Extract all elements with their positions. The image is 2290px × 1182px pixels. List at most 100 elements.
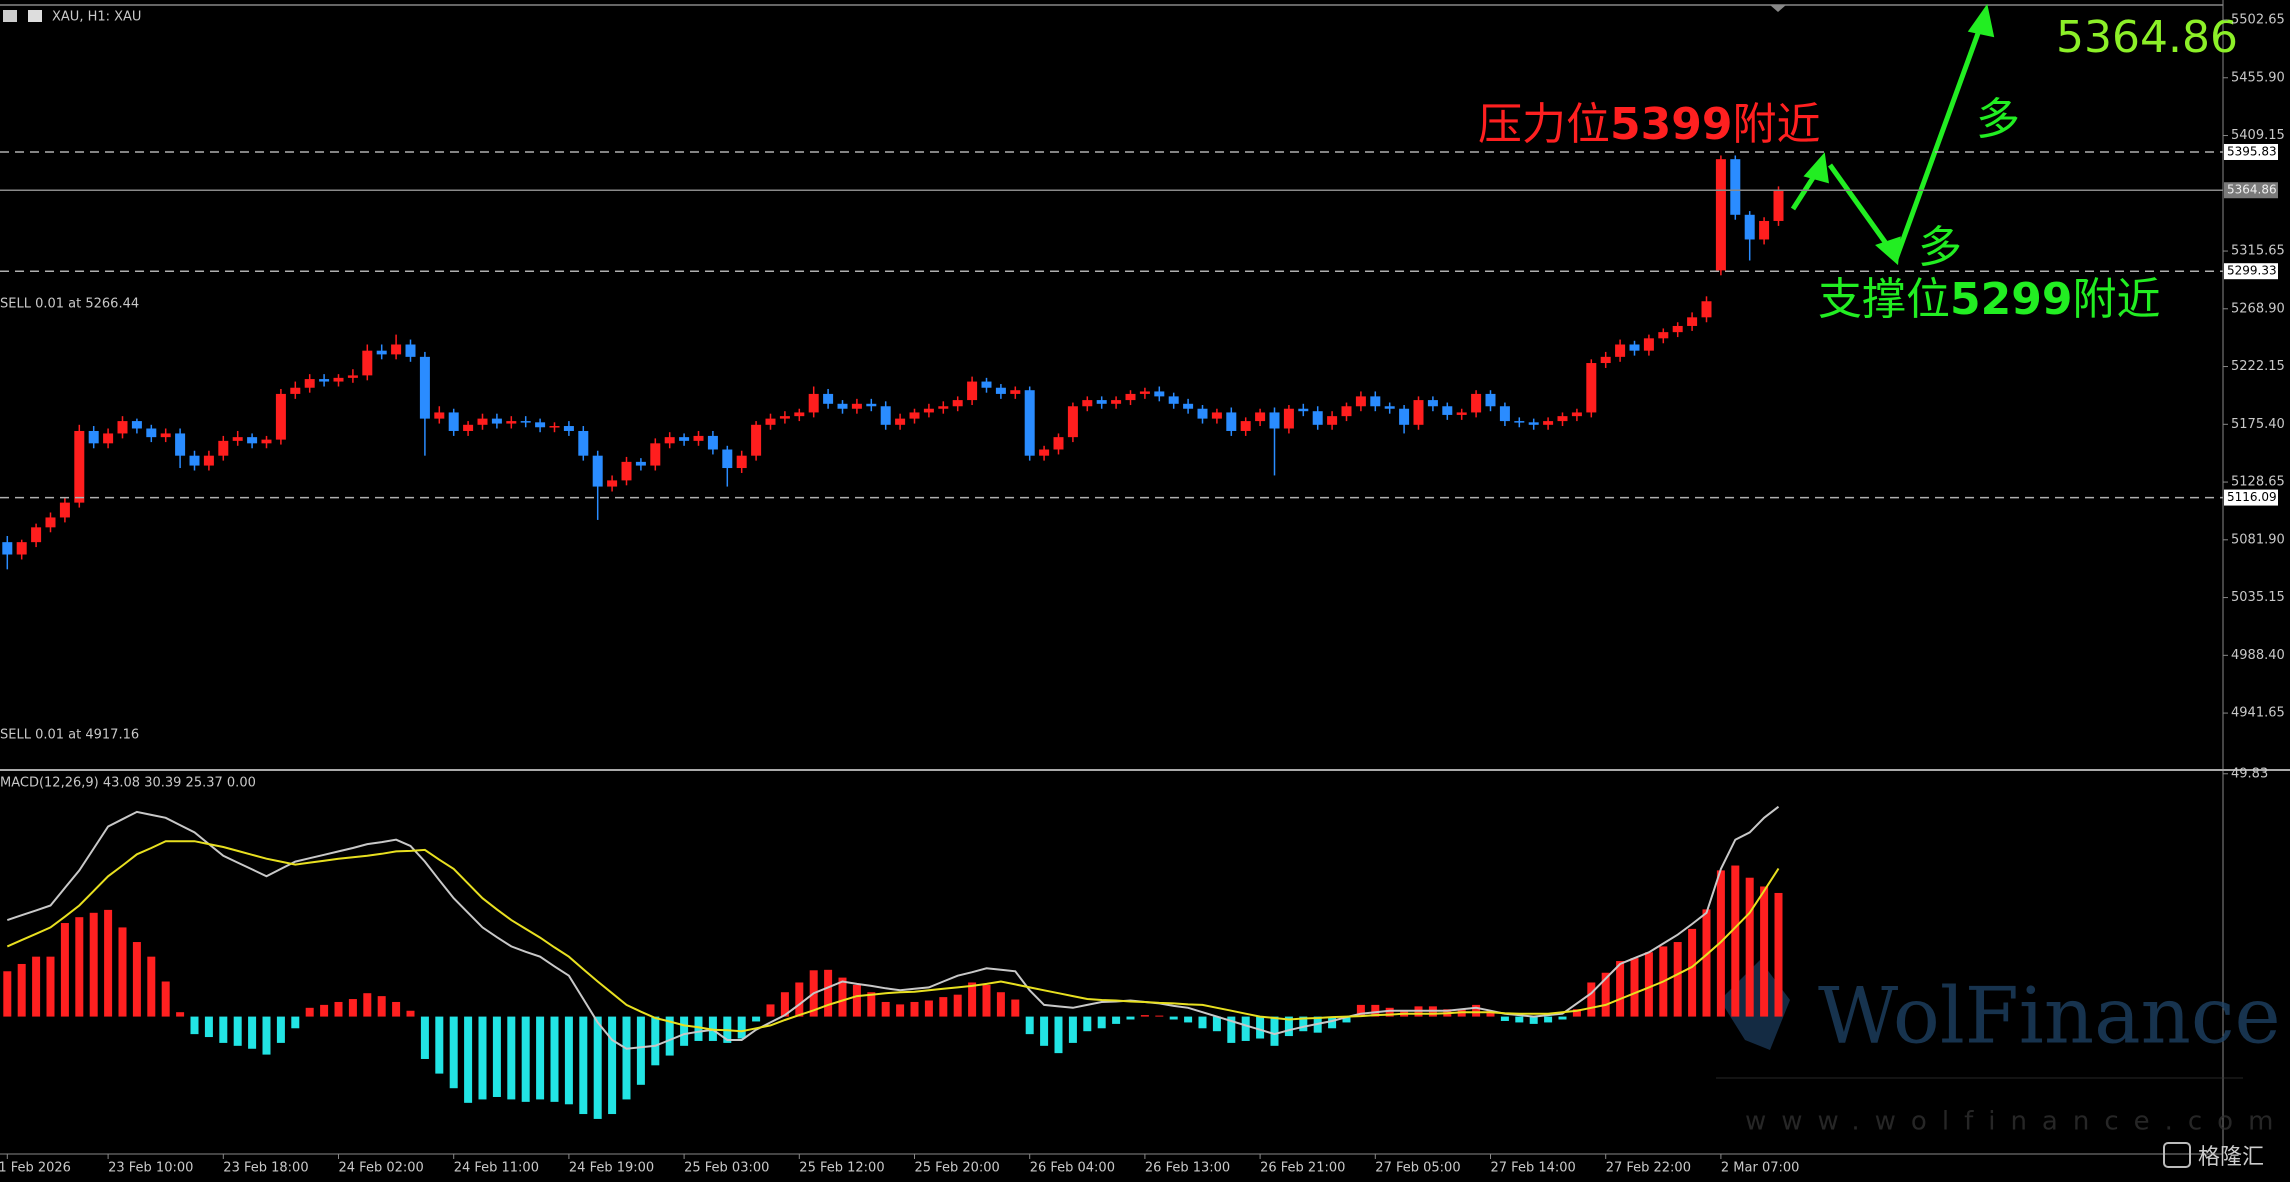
candle-body [131, 421, 142, 429]
candle-body [679, 437, 690, 441]
histogram-bar [1702, 909, 1711, 1017]
candle-body [1456, 412, 1467, 415]
indicator-title: MACD(12,26,9) 43.08 30.39 25.37 0.00 [0, 776, 256, 791]
candle-body [160, 433, 171, 438]
histogram-bar [1212, 1016, 1221, 1032]
histogram-bar [1284, 1016, 1293, 1037]
histogram-bar [608, 1016, 617, 1115]
candle-body [347, 375, 358, 378]
histogram-bar [32, 956, 41, 1017]
level-label: 5299.33 [2227, 264, 2277, 278]
source-label: 格隆汇 [2198, 1145, 2264, 1170]
candle-body [304, 379, 315, 388]
candle-body [1730, 159, 1741, 215]
y-tick-label: 5409.15 [2231, 128, 2285, 143]
candle-body [1341, 406, 1352, 417]
candle-body [1010, 390, 1021, 394]
histogram-bar [348, 999, 357, 1017]
histogram-bar [521, 1016, 530, 1102]
histogram-bar [1630, 958, 1639, 1017]
candle-body [1024, 390, 1035, 456]
candle-body [866, 403, 877, 407]
histogram-bar [536, 1016, 545, 1100]
candle-body [635, 461, 646, 466]
candle-body [1557, 416, 1568, 422]
candle-body [1139, 391, 1150, 394]
candle-body [232, 437, 243, 441]
histogram-bar [492, 1016, 501, 1097]
order-label: SELL 0.01 at 4917.16 [0, 728, 139, 743]
x-tick-label: 27 Feb 05:00 [1375, 1161, 1460, 1176]
histogram-bar [896, 1004, 905, 1017]
histogram-bar [867, 992, 876, 1017]
candle-body [722, 449, 733, 469]
level-box [2224, 489, 2278, 506]
histogram-bar [1256, 1016, 1265, 1039]
histogram-bar [852, 984, 861, 1017]
candle-body [779, 416, 790, 419]
candle-body [578, 430, 589, 456]
y-tick-label: 4988.40 [2231, 648, 2285, 663]
histogram-bar [305, 1007, 314, 1017]
symbol-icon[interactable] [28, 10, 42, 22]
menu-icon[interactable] [3, 10, 17, 22]
candle-body [203, 455, 214, 466]
candle-body [1543, 421, 1554, 425]
histogram-bar [1371, 1004, 1380, 1017]
histogram-bar [276, 1016, 285, 1043]
candle-body [1701, 301, 1712, 318]
support-annotation: 支撑位5299附近 [1818, 274, 2160, 325]
candle-body [1125, 393, 1136, 401]
candle-body [535, 422, 546, 428]
histogram-bar [435, 1016, 444, 1074]
y-tick-label: 4941.65 [2231, 706, 2285, 721]
candle-body [1269, 412, 1280, 429]
histogram-bar [1616, 961, 1625, 1017]
histogram-bar [219, 1016, 228, 1043]
y-tick-label: 5315.65 [2231, 244, 2285, 259]
histogram-bar [579, 1016, 588, 1115]
x-tick-label: 26 Feb 13:00 [1145, 1161, 1230, 1176]
histogram-bar [1155, 1015, 1164, 1017]
candle-body [823, 393, 834, 404]
candle-body [563, 426, 574, 431]
candle-body [808, 393, 819, 413]
candle-body [707, 435, 718, 450]
histogram-bar [752, 1016, 761, 1022]
x-tick-label: 25 Feb 20:00 [915, 1161, 1000, 1176]
candle-body [880, 406, 891, 425]
histogram-bar [75, 917, 84, 1017]
candle-body [463, 424, 474, 431]
histogram-bar [1745, 877, 1754, 1017]
y-tick-label: 5502.65 [2231, 13, 2285, 28]
candle-body [419, 356, 430, 419]
histogram-bar [680, 1016, 689, 1046]
candle-body [362, 350, 373, 376]
candle-body [1658, 332, 1669, 339]
candle-body [405, 344, 416, 357]
histogram-bar [968, 982, 977, 1017]
histogram-bar [104, 909, 113, 1017]
annotation-part: 5399 [1610, 99, 1732, 150]
candle-body [981, 381, 992, 388]
candle-body [1111, 400, 1122, 404]
x-tick-label: 24 Feb 11:00 [454, 1161, 539, 1176]
histogram-bar [881, 1001, 890, 1017]
candle-body [16, 542, 27, 555]
candle-body [765, 418, 776, 425]
candle-body [74, 430, 85, 503]
candle-body [290, 387, 301, 394]
x-tick-label: 27 Feb 22:00 [1606, 1161, 1691, 1176]
candle-body [477, 418, 488, 425]
candle-body [1197, 408, 1208, 419]
histogram-bar [248, 1016, 257, 1049]
histogram-bar [449, 1016, 458, 1089]
candle-body [1067, 406, 1078, 438]
histogram-bar [1500, 1016, 1509, 1021]
indicator-line [6, 805, 1780, 1050]
histogram-bar [1572, 1009, 1581, 1017]
histogram-bar [1299, 1016, 1308, 1032]
histogram-bar [478, 1016, 487, 1100]
x-tick-label: 2 Mar 07:00 [1721, 1161, 1800, 1176]
